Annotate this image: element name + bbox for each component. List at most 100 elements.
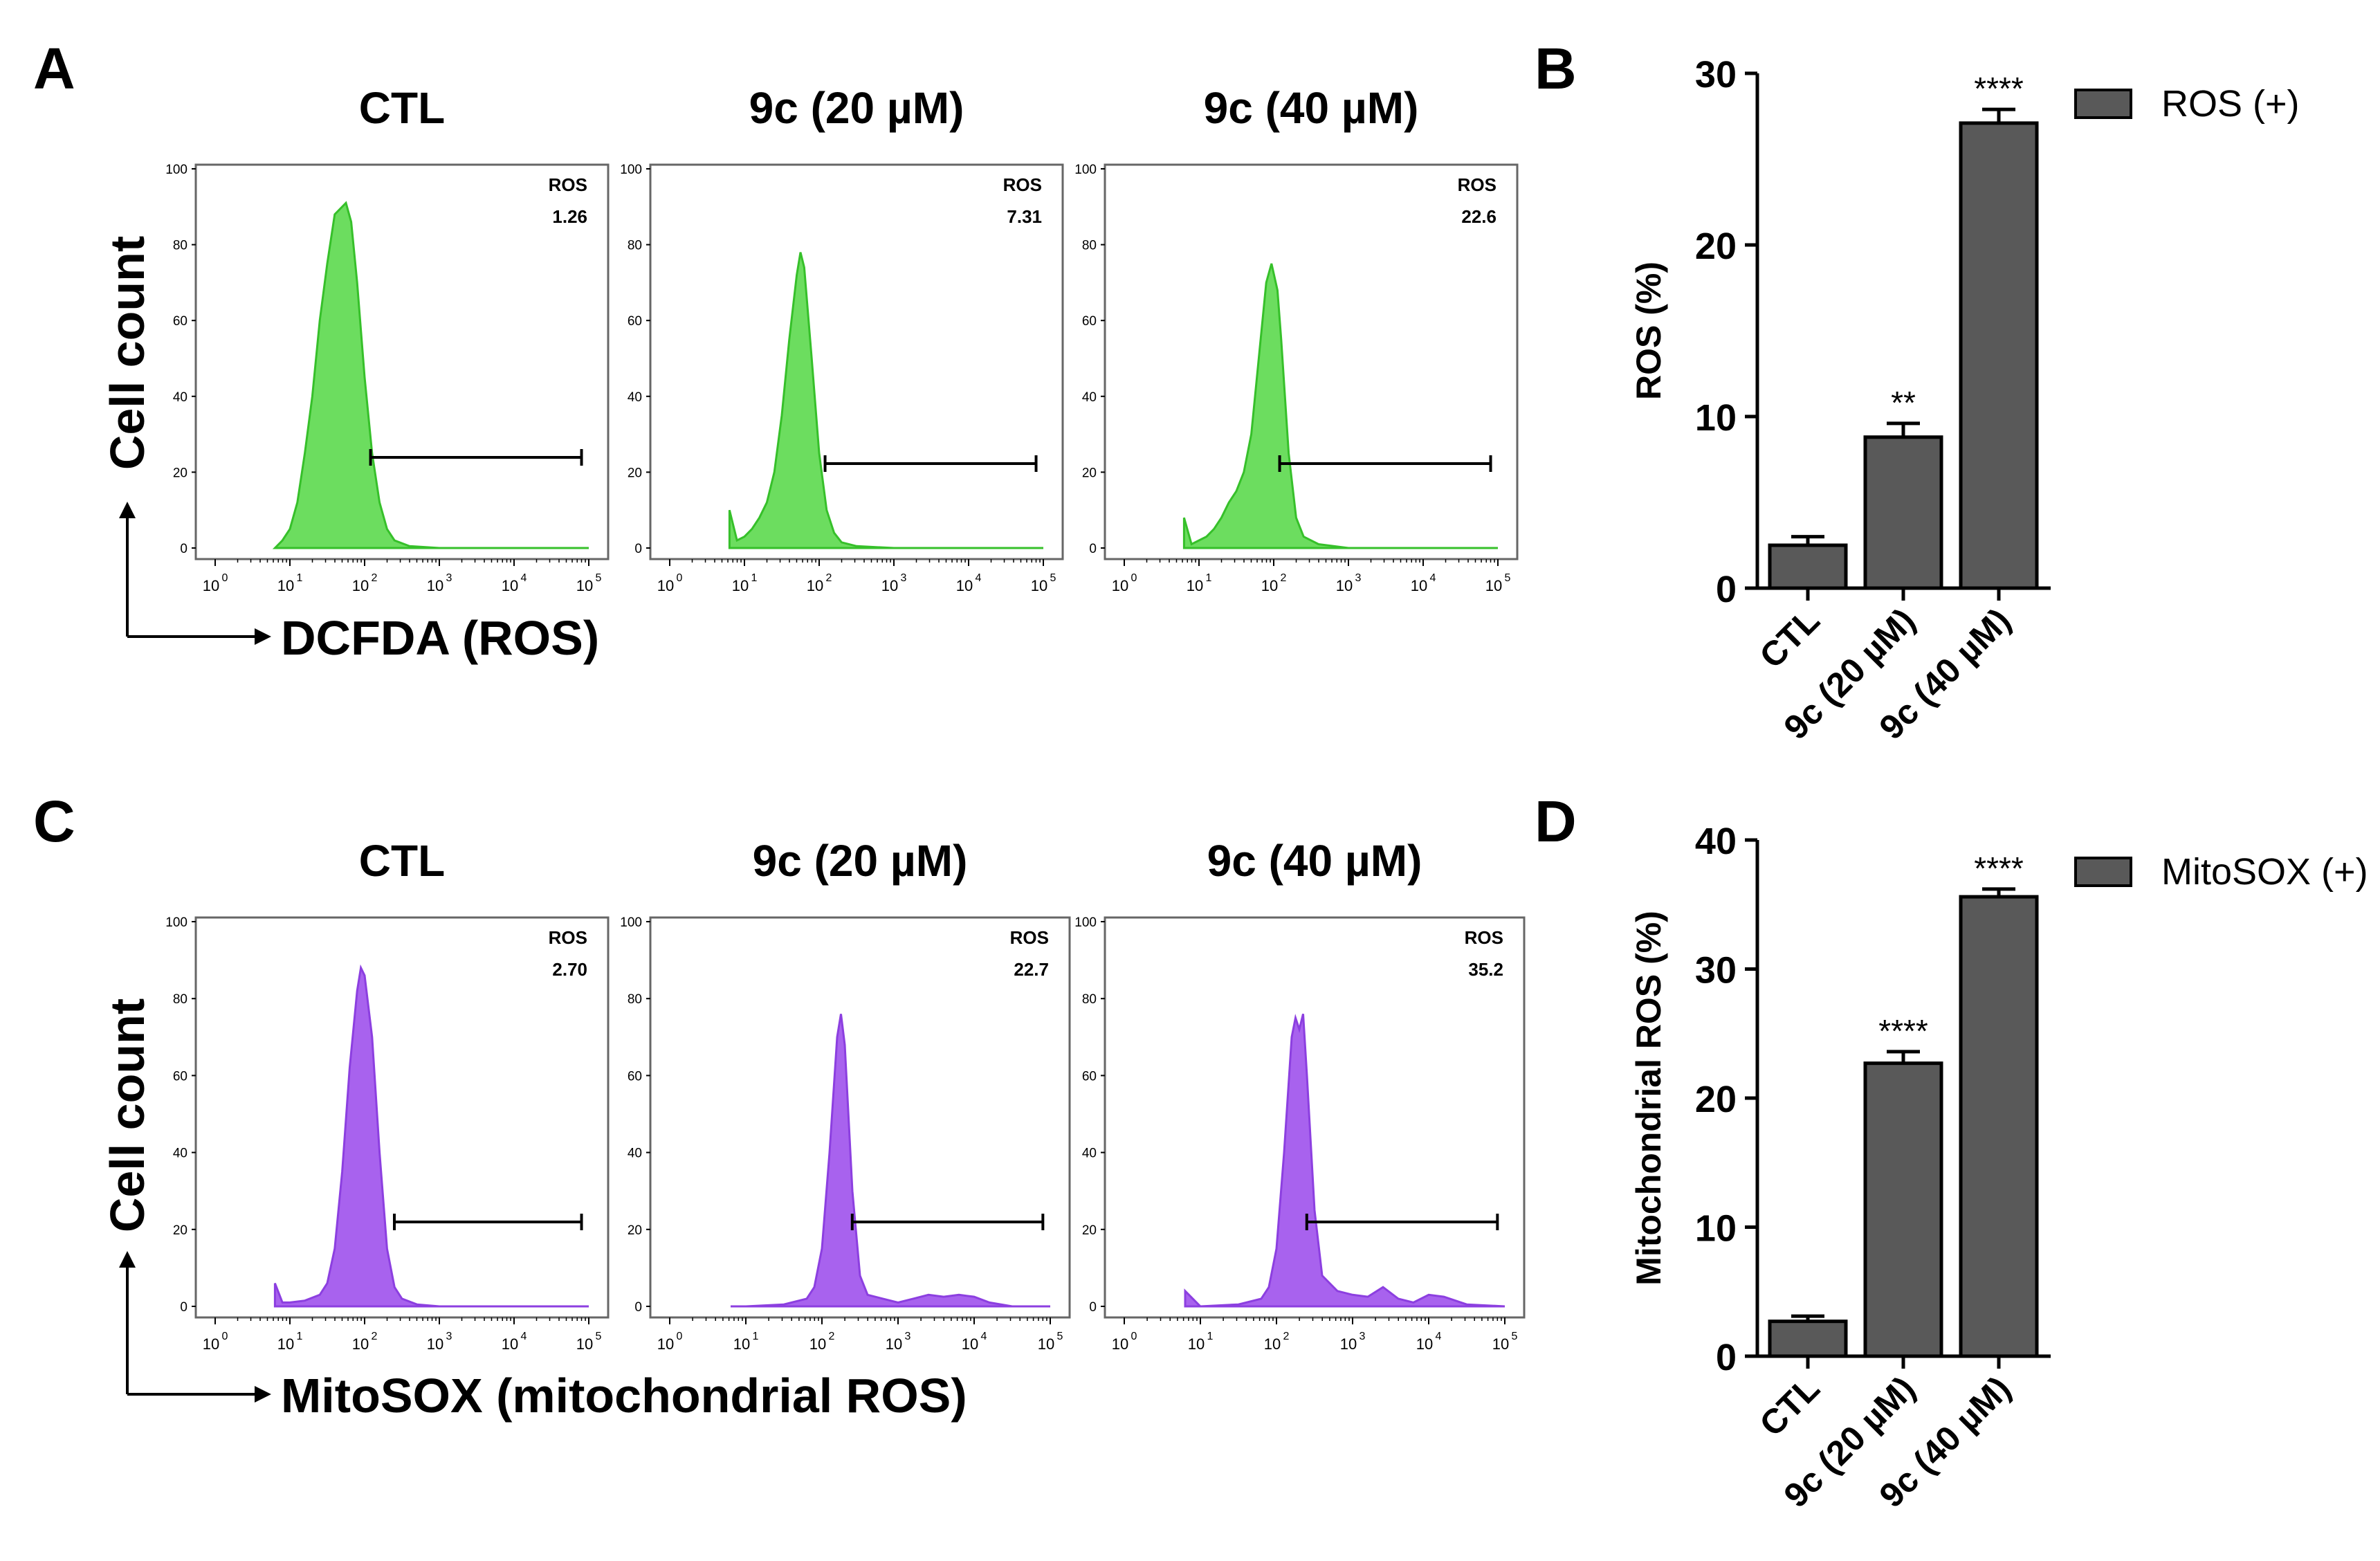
x-tick-label: 10 — [657, 577, 674, 594]
y-tick-label: 80 — [628, 992, 642, 1007]
x-tick-label: 10 — [733, 1335, 750, 1353]
histogram-title: 9c (20 µM) — [753, 836, 968, 886]
x-tick-exponent: 5 — [596, 572, 602, 584]
significance-marker: **** — [1974, 71, 2024, 107]
y-tick-label: 100 — [165, 163, 187, 177]
y-tick-label: 0 — [1716, 1337, 1737, 1378]
x-tick-exponent: 2 — [1283, 1331, 1290, 1342]
x-tick-exponent: 3 — [1355, 572, 1362, 584]
y-tick-label: 80 — [173, 239, 187, 253]
y-tick-label: 40 — [628, 1147, 642, 1161]
y-tick-label: 40 — [1695, 821, 1737, 862]
x-tick-label: CTL — [1752, 601, 1827, 675]
y-tick-label: 20 — [1695, 1079, 1737, 1120]
y-tick-label: 100 — [620, 163, 642, 177]
x-tick-exponent: 2 — [372, 1331, 378, 1342]
x-tick-exponent: 0 — [677, 1331, 683, 1342]
x-tick-exponent: 4 — [976, 572, 982, 584]
gate-value: 1.26 — [552, 206, 587, 227]
x-tick-exponent: 5 — [1512, 1331, 1518, 1342]
x-tick-label: 10 — [809, 1335, 826, 1353]
x-tick-exponent: 4 — [521, 572, 527, 584]
panel-letter-d: D — [1535, 789, 1577, 854]
histogram-curve — [728, 252, 1043, 549]
x-tick-label: 10 — [576, 577, 593, 594]
y-tick-label: 20 — [1082, 1223, 1097, 1238]
x-tick-label: 10 — [1112, 1335, 1128, 1353]
y-tick-label: 60 — [173, 1069, 187, 1084]
histogram-curve — [273, 964, 589, 1308]
histogram-curve — [1184, 1014, 1505, 1308]
x-tick-exponent: 4 — [981, 1331, 987, 1342]
histogram-title: 9c (40 µM) — [1207, 836, 1422, 886]
x-tick-exponent: 4 — [521, 1331, 527, 1342]
x-tick-exponent: 4 — [1430, 572, 1436, 584]
x-tick-exponent: 5 — [1505, 572, 1511, 584]
x-tick-label: 10 — [1264, 1335, 1281, 1353]
x-tick-exponent: 3 — [446, 1331, 452, 1342]
y-axis-arrowhead — [119, 502, 136, 518]
gate-label: ROS — [1003, 174, 1042, 195]
x-tick-exponent: 1 — [753, 1331, 759, 1342]
histogram-title: 9c (20 µM) — [749, 83, 964, 133]
x-tick-label: 10 — [1492, 1335, 1509, 1353]
histogram-curve — [731, 1014, 1050, 1308]
panel-letter-b: B — [1535, 36, 1577, 101]
y-tick-label: 80 — [1082, 239, 1097, 253]
x-tick-exponent: 2 — [829, 1331, 835, 1342]
x-tick-label: 10 — [886, 1335, 902, 1353]
y-tick-label: 60 — [1082, 1069, 1097, 1084]
gate-label: ROS — [549, 174, 587, 195]
y-axis-label: Cell count — [100, 236, 154, 470]
x-tick-label: CTL — [1752, 1369, 1827, 1443]
x-tick-label: 10 — [1340, 1335, 1357, 1353]
x-tick-label: 10 — [576, 1335, 593, 1353]
y-tick-label: 60 — [628, 1069, 642, 1084]
significance-marker: **** — [1974, 850, 2024, 886]
x-tick-label: 10 — [352, 577, 369, 594]
x-tick-exponent: 0 — [1131, 572, 1137, 584]
gate-label: ROS — [549, 927, 587, 948]
y-tick-label: 80 — [173, 992, 187, 1007]
histogram-frame — [649, 916, 1071, 1319]
y-tick-label: 40 — [173, 1147, 187, 1161]
x-tick-exponent: 5 — [1050, 572, 1056, 584]
histogram-frame — [194, 163, 610, 560]
panel-letter-a: A — [33, 36, 75, 101]
y-tick-label: 100 — [165, 915, 187, 930]
x-tick-label: 10 — [203, 1335, 219, 1353]
x-tick-label: 10 — [881, 577, 898, 594]
x-tick-exponent: 2 — [1281, 572, 1287, 584]
histogram-curve — [272, 201, 589, 549]
y-tick-label: 0 — [1716, 569, 1737, 610]
significance-marker: **** — [1878, 1013, 1928, 1049]
y-tick-label: 0 — [1089, 1300, 1097, 1315]
x-axis-label: DCFDA (ROS) — [281, 611, 599, 665]
x-tick-exponent: 5 — [1057, 1331, 1063, 1342]
bar — [1959, 895, 2039, 1358]
legend-label: MitoSOX (+) — [2161, 851, 2368, 893]
y-tick-label: 0 — [1089, 542, 1097, 556]
x-tick-exponent: 3 — [901, 572, 907, 584]
y-tick-label: 60 — [628, 314, 642, 329]
y-tick-label: 10 — [1695, 397, 1737, 439]
gate-value: 22.6 — [1461, 206, 1496, 227]
x-tick-exponent: 1 — [1206, 572, 1212, 584]
x-tick-exponent: 1 — [297, 1331, 303, 1342]
histogram-frame — [194, 916, 610, 1319]
x-tick-label: 10 — [732, 577, 749, 594]
x-tick-label: 10 — [1336, 577, 1353, 594]
x-tick-label: 10 — [203, 577, 219, 594]
histogram-title: 9c (40 µM) — [1204, 83, 1419, 133]
y-tick-label: 20 — [1695, 226, 1737, 267]
legend-label: ROS (+) — [2161, 83, 2300, 125]
y-axis-label: Cell count — [100, 998, 154, 1232]
gate-label: ROS — [1465, 927, 1503, 948]
y-tick-label: 80 — [628, 239, 642, 253]
y-tick-label: 60 — [1082, 314, 1097, 329]
gate-value: 2.70 — [552, 959, 587, 980]
y-axis-label: ROS (%) — [1629, 262, 1668, 400]
gate-value: 7.31 — [1007, 206, 1042, 227]
x-tick-exponent: 0 — [1131, 1331, 1137, 1342]
